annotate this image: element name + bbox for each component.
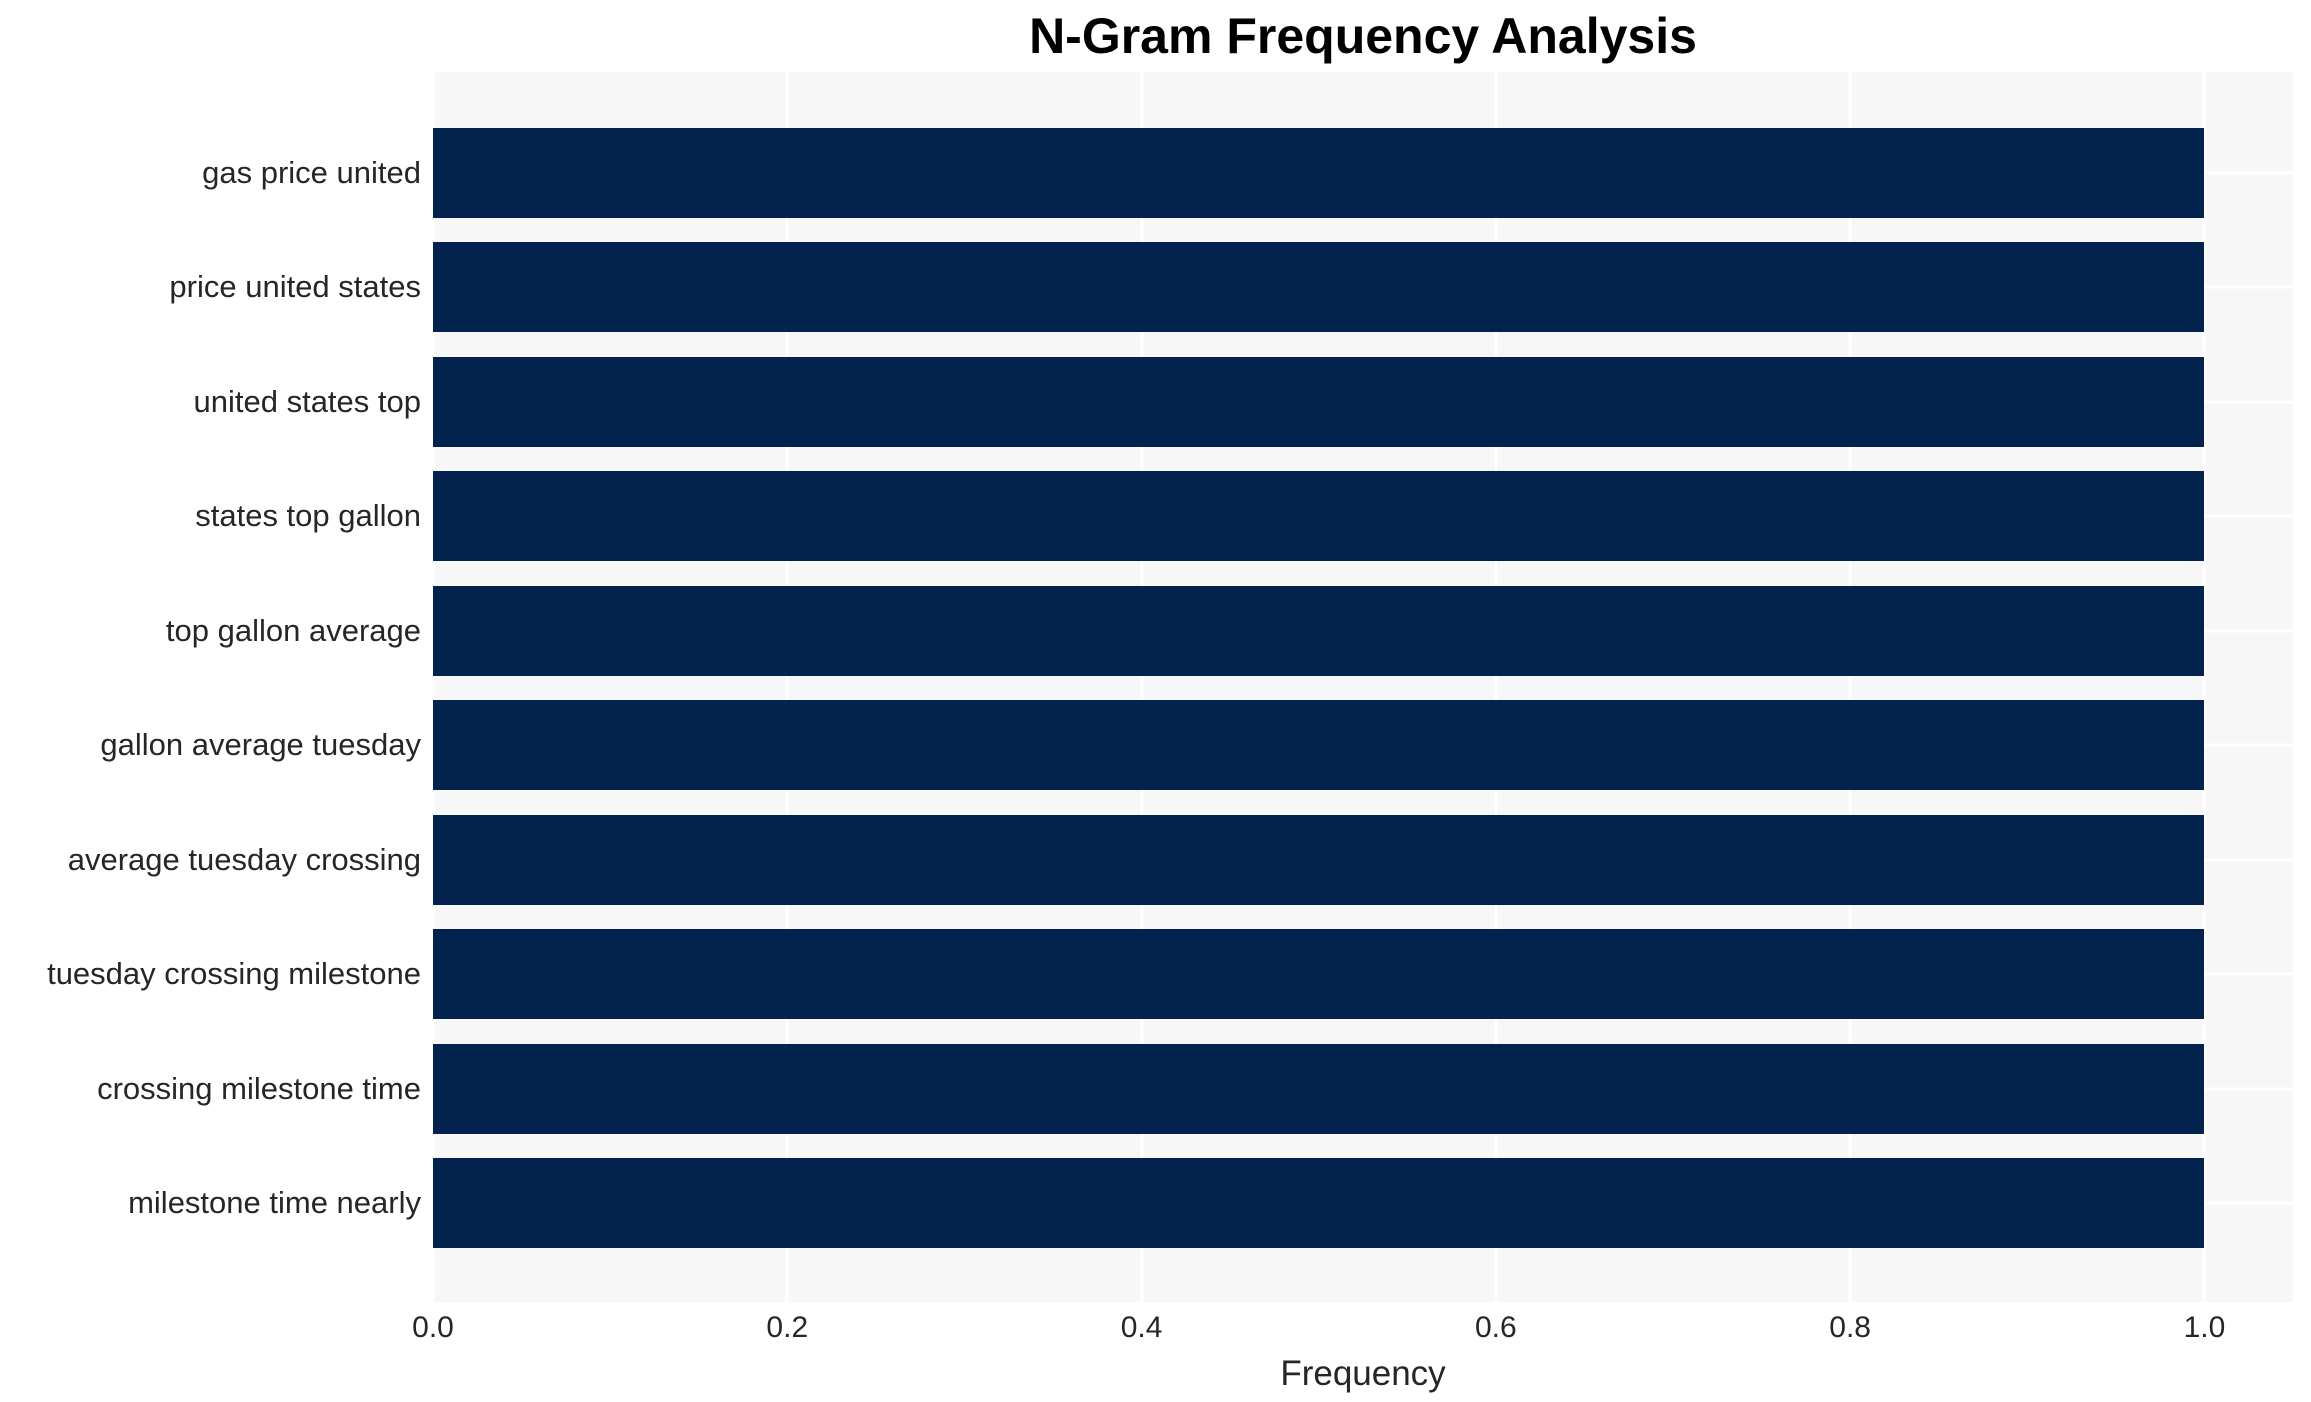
- x-gridline: [1140, 72, 1144, 1302]
- bar-price-united-states: [433, 242, 2205, 333]
- bar-crossing-milestone-time: [433, 1043, 2205, 1134]
- x-gridline: [2202, 72, 2206, 1302]
- bar-average-tuesday-crossing: [433, 814, 2205, 905]
- y-tick-label: united states top: [193, 383, 422, 419]
- y-tick-label: gas price united: [202, 155, 421, 190]
- x-axis-title: Frequency: [1280, 1354, 1446, 1393]
- x-tick-label: 0.2: [766, 1311, 809, 1344]
- bar-row: [433, 700, 2293, 791]
- title-row: N-Gram Frequency Analysis: [0, 0, 2311, 72]
- right-margin: [2293, 1354, 2311, 1402]
- bar-milestone-time-nearly: [433, 1157, 2205, 1248]
- left-gutter: [0, 1302, 433, 1354]
- x-gridline: [433, 72, 435, 1302]
- x-tick-label: 0.6: [1474, 1311, 1517, 1344]
- y-tick-label: top gallon average: [165, 612, 421, 648]
- right-margin: [2293, 1302, 2311, 1354]
- bar-rows: [433, 72, 2293, 1302]
- bar-united-states-top: [433, 356, 2205, 447]
- bar-row: [433, 814, 2293, 905]
- bar-row: [433, 1043, 2293, 1134]
- x-tick-label: 1.0: [2183, 1311, 2226, 1344]
- bar-row: [433, 128, 2293, 218]
- bar-row: [433, 929, 2293, 1020]
- y-axis-labels: gas price united price united states uni…: [0, 72, 433, 1302]
- y-tick-label: tuesday crossing milestone: [47, 956, 421, 992]
- bar-row: [433, 585, 2293, 676]
- x-gridline: [1848, 72, 1852, 1302]
- chart-row: gas price united price united states uni…: [0, 72, 2311, 1302]
- bar-row: [433, 1157, 2293, 1248]
- x-gridline: [785, 72, 789, 1302]
- bar-row: [433, 471, 2293, 562]
- bar-row: [433, 356, 2293, 447]
- x-axis-row: 0.0 0.2 0.4 0.6 0.8 1.0: [0, 1302, 2311, 1354]
- bar-gallon-average-tuesday: [433, 700, 2205, 791]
- x-axis: 0.0 0.2 0.4 0.6 0.8 1.0: [412, 1302, 2293, 1354]
- right-margin: [2293, 72, 2311, 1302]
- y-tick-label: milestone time nearly: [128, 1184, 421, 1220]
- y-tick-label: average tuesday crossing: [67, 841, 421, 877]
- y-tick-label: states top gallon: [195, 498, 421, 534]
- chart-title: N-Gram Frequency Analysis: [1029, 8, 1697, 64]
- bar-row: [433, 242, 2293, 333]
- bar-tuesday-crossing-milestone: [433, 929, 2205, 1020]
- y-tick-label: gallon average tuesday: [100, 727, 421, 763]
- left-gutter: [0, 0, 433, 72]
- bar-gas-price-united: [433, 128, 2205, 218]
- x-tick-label: 0.4: [1120, 1311, 1163, 1344]
- y-tick-label: crossing milestone time: [97, 1070, 421, 1106]
- right-margin: [2293, 0, 2311, 72]
- x-title-row: Frequency: [0, 1354, 2311, 1402]
- y-tick-label: price united states: [169, 269, 421, 305]
- left-gutter: [0, 1354, 433, 1402]
- bar-top-gallon-average: [433, 585, 2205, 676]
- x-gridline: [1494, 72, 1498, 1302]
- x-tick-label: 0.8: [1829, 1311, 1871, 1344]
- bar-states-top-gallon: [433, 471, 2205, 562]
- plot-area: [433, 72, 2293, 1302]
- x-tick-label: 0.0: [412, 1311, 454, 1344]
